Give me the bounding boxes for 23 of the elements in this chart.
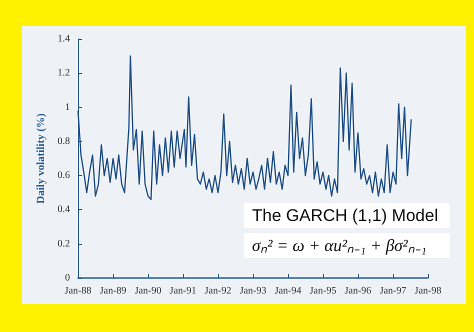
y-tick-label: 0.6 [58,170,70,182]
x-tick-label: Jan-96 [344,286,372,296]
x-tick-label: Jan-94 [274,286,302,296]
y-tick-label: 0.2 [58,238,70,250]
y-tick-label: 1 [65,102,70,113]
x-tick-label: Jan-88 [64,286,92,296]
y-tick-label: 1.4 [58,34,70,44]
y-tick-label: 0.8 [58,136,70,147]
x-tick-label: Jan-97 [380,286,406,296]
x-tick-label: Jan-91 [170,286,196,296]
line-series [77,55,412,200]
y-tick-label: 1.2 [58,68,70,79]
y-axis-title: Daily volatility (%) [35,112,48,204]
y-tick-label: 0.4 [58,204,70,216]
x-tick-label: Jan-95 [310,286,336,296]
x-tick-label: Jan-98 [414,286,442,296]
x-tick-label: Jan-89 [100,286,126,296]
annotation: σₙ² = ω + αu²ₙ₋₁ + βσ²ₙ₋₁ [252,236,427,255]
x-tick-label: Jan-90 [134,286,162,296]
x-tick-label: Jan-92 [204,286,232,296]
x-tick-label: Jan-93 [240,286,266,296]
y-tick-label: 0 [65,272,70,284]
annotation: The GARCH (1,1) Model [252,206,438,225]
